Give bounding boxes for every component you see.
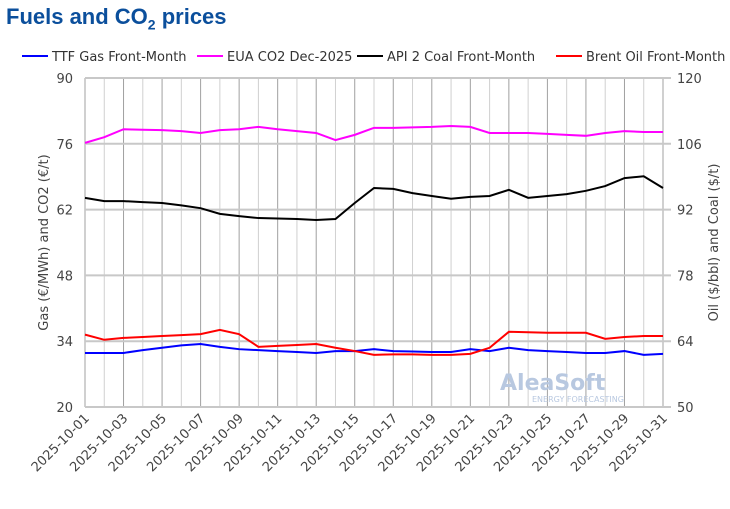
series-line-api-2-coal-front-month (84, 175, 664, 221)
y-tick-left: 90 (56, 72, 73, 87)
title-suffix: prices (155, 4, 227, 29)
title-subscript: 2 (147, 16, 156, 33)
series-line-eua-co2-dec-2025 (84, 124, 663, 144)
series-line-brent-oil-front-month (84, 328, 663, 356)
y-axis-label-right: Oil ($/bbl) and Coal ($/t) (707, 164, 722, 322)
y-tick-right: 106 (677, 138, 702, 153)
legend-label: TTF Gas Front-Month (51, 50, 187, 65)
y-tick-right: 50 (677, 401, 694, 416)
y-tick-left: 20 (56, 401, 73, 416)
y-tick-right: 64 (677, 335, 694, 350)
y-tick-left: 48 (56, 269, 73, 284)
y-tick-left: 34 (56, 335, 73, 350)
watermark-logo: AleaSoft (500, 371, 606, 396)
y-tick-right: 78 (677, 269, 694, 284)
y-axis-label-left: Gas (€/MWh) and CO2 (€/t) (37, 154, 52, 330)
y-tick-left: 76 (56, 138, 73, 153)
y-tick-right: 120 (677, 72, 702, 87)
watermark-sub: ENERGY FORECASTING (532, 395, 624, 404)
series-line-ttf-gas-front-month (85, 343, 664, 356)
title-text: Fuels and CO (6, 4, 148, 29)
legend-label: EUA CO2 Dec-2025 (227, 50, 352, 65)
chart-title: Fuels and CO2 prices (6, 4, 227, 32)
legend-label: API 2 Coal Front-Month (387, 50, 535, 65)
y-tick-left: 62 (56, 204, 73, 219)
y-tick-right: 92 (677, 204, 694, 219)
legend-label: Brent Oil Front-Month (586, 50, 725, 65)
